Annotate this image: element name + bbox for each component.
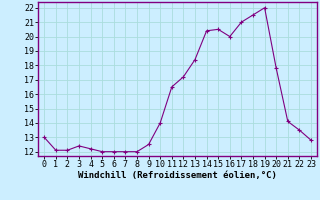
- X-axis label: Windchill (Refroidissement éolien,°C): Windchill (Refroidissement éolien,°C): [78, 171, 277, 180]
